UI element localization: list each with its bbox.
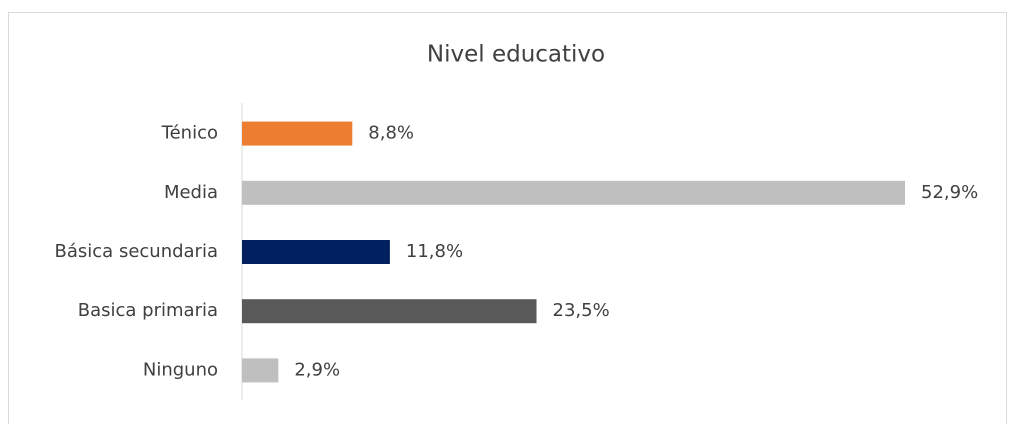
value-label: 11,8% [406,241,463,262]
bar [242,358,279,383]
category-label: Basica primaria [78,300,218,321]
value-label: 52,9% [921,182,978,203]
bar [242,121,353,146]
bar [242,240,390,264]
category-label: Ninguno [143,359,218,380]
category-label: Básica secundaria [55,241,218,262]
chart-border [8,12,1007,424]
bar [242,180,905,205]
category-label: Ténico [161,123,218,144]
chart-title: Nivel educativo [427,42,605,68]
value-label: 8,8% [368,123,414,144]
category-label: Media [164,182,218,203]
bar [242,299,537,324]
value-label: 2,9% [294,359,340,380]
value-label: 23,5% [553,300,610,321]
